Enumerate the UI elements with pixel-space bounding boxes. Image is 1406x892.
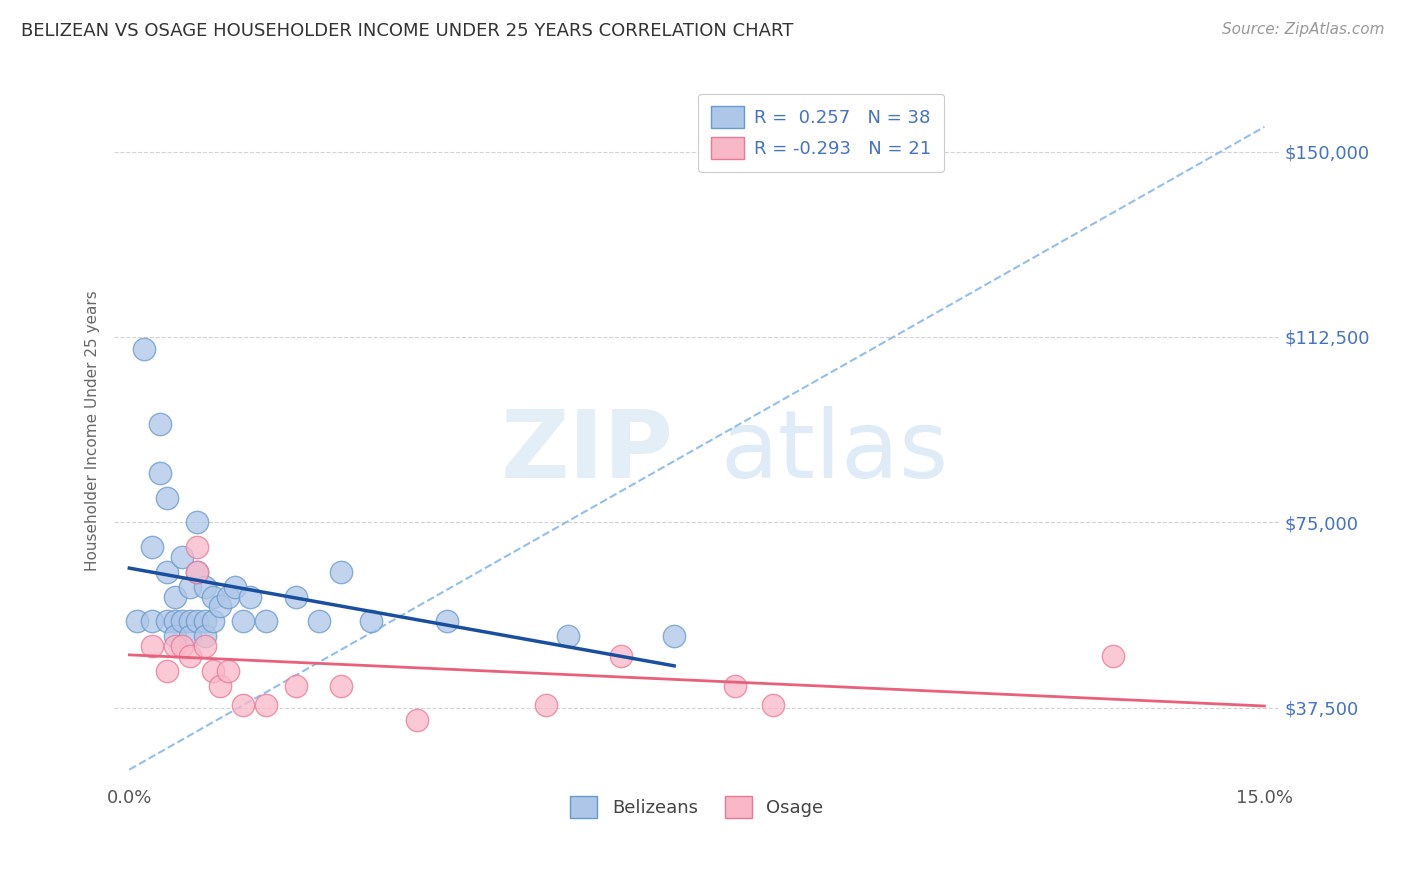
Point (662, 629, 685, 643)
Point (254, 698, 277, 713)
Point (156, 664, 179, 678)
Point (163, 590, 186, 604)
Point (172, 614, 194, 628)
Text: BELIZEAN VS OSAGE HOUSEHOLDER INCOME UNDER 25 YEARS CORRELATION CHART: BELIZEAN VS OSAGE HOUSEHOLDER INCOME UND… (21, 22, 793, 40)
Point (330, 565, 353, 579)
Point (179, 580, 201, 594)
Point (232, 698, 254, 713)
Point (254, 614, 277, 628)
Point (179, 614, 201, 628)
Point (761, 698, 783, 713)
Point (308, 614, 330, 628)
Point (557, 629, 579, 643)
Point (172, 549, 194, 564)
Legend: Belizeans, Osage: Belizeans, Osage (562, 789, 831, 825)
Point (163, 629, 186, 643)
Point (194, 614, 217, 628)
Point (610, 648, 633, 663)
Point (156, 491, 179, 505)
Point (163, 639, 186, 653)
Point (194, 639, 217, 653)
Point (179, 648, 201, 663)
Point (125, 614, 148, 628)
Point (134, 343, 156, 357)
Point (284, 590, 307, 604)
Point (194, 629, 217, 643)
Point (201, 590, 224, 604)
Point (330, 679, 353, 693)
Point (217, 590, 239, 604)
Point (156, 614, 179, 628)
Point (201, 664, 224, 678)
Text: atlas: atlas (720, 406, 949, 498)
Point (172, 639, 194, 653)
Text: ZIP: ZIP (501, 406, 673, 498)
Point (406, 713, 429, 727)
Point (724, 679, 747, 693)
Point (360, 614, 382, 628)
Point (209, 599, 232, 614)
Point (156, 565, 179, 579)
Point (186, 565, 208, 579)
Point (186, 614, 208, 628)
Point (179, 629, 201, 643)
Point (209, 679, 232, 693)
Point (141, 540, 163, 554)
Point (141, 639, 163, 653)
Y-axis label: Householder Income Under 25 years: Householder Income Under 25 years (86, 291, 100, 571)
Point (149, 417, 172, 431)
Point (186, 565, 208, 579)
Point (534, 698, 557, 713)
Point (201, 614, 224, 628)
Point (1102, 648, 1125, 663)
Point (186, 540, 208, 554)
Point (284, 679, 307, 693)
Point (224, 580, 246, 594)
Point (232, 614, 254, 628)
Point (217, 664, 239, 678)
Point (163, 614, 186, 628)
Point (436, 614, 458, 628)
Point (186, 516, 208, 530)
Point (239, 590, 262, 604)
Point (141, 614, 163, 628)
Point (149, 466, 172, 480)
Point (194, 580, 217, 594)
Text: Source: ZipAtlas.com: Source: ZipAtlas.com (1222, 22, 1385, 37)
